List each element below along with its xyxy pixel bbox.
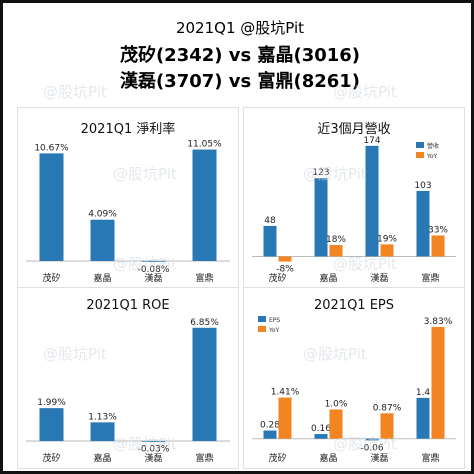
data-label: -0.03%: [138, 445, 170, 455]
chart-title: 2021Q1 ROE: [86, 298, 170, 313]
data-label: 18%: [326, 235, 346, 245]
legend-swatch: [416, 142, 424, 148]
data-label: 10.67%: [34, 143, 69, 153]
legend-label: EPS: [269, 317, 280, 324]
data-label: 0.16: [311, 424, 331, 434]
chart-title: 2021Q1 EPS: [313, 298, 395, 313]
bar: [90, 219, 115, 261]
data-label: -0.08%: [138, 265, 170, 275]
bar: [141, 260, 166, 262]
header-line-3: 漢磊(3707) vs 富鼎(8261): [119, 71, 361, 92]
bar: [314, 434, 328, 439]
bar: [365, 438, 379, 441]
category-label: 嘉晶: [319, 452, 337, 464]
data-label: 1.13%: [88, 412, 117, 422]
chart-revenue-3m: 近3個月營收 48 -8% 茂矽 123 18% 嘉晶 174 19% 漢磊 103 33% 富鼎 營收…: [243, 107, 465, 289]
category-label: 富鼎: [421, 452, 439, 464]
legend-label: YoY: [268, 327, 280, 334]
bar: [431, 235, 445, 257]
chart-title: 2021Q1 淨利率: [80, 122, 176, 137]
chart-title: 近3個月營收: [317, 122, 391, 137]
bar: [90, 422, 115, 442]
data-label: -0.06: [360, 443, 384, 453]
category-label: 茂矽: [268, 272, 286, 284]
bar: [263, 430, 277, 439]
data-label: 1.99%: [37, 398, 66, 408]
bar: [329, 245, 343, 257]
bar: [416, 397, 430, 439]
chart-revenue-3m-svg: 48 -8%茂矽 123 18% 嘉晶 174 19% 漢磊 103 33% 富鼎 營收 YoY: [252, 136, 456, 284]
bar: [278, 397, 292, 439]
bar: [141, 441, 166, 442]
chart-roe: 2021Q1 ROE 1.99% 茂矽 1.13% 嘉晶 -0.03% 漢磊 6.85% 富鼎: [17, 287, 239, 469]
category-label: 漢磊: [370, 272, 388, 284]
bar: [278, 256, 292, 262]
bar: [365, 145, 379, 257]
chart-roe-svg: 1.99% 茂矽 1.13% 嘉晶 -0.03%漢磊 6.85% 富鼎: [26, 318, 230, 464]
bar: [380, 413, 394, 439]
category-label: 漢磊: [144, 452, 162, 464]
legend-swatch: [416, 152, 424, 158]
data-label: 4.09%: [88, 210, 117, 220]
data-label: 1.4: [416, 388, 431, 398]
bar: [39, 153, 64, 261]
data-label: 3.83%: [424, 317, 453, 327]
legend-swatch: [258, 316, 266, 322]
data-label: 1.0%: [325, 400, 348, 410]
data-label: -8%: [276, 265, 294, 275]
category-label: 富鼎: [195, 452, 213, 464]
header-line-2: 茂矽(2342) vs 嘉晶(3016): [119, 45, 361, 66]
data-label: 6.85%: [190, 318, 219, 328]
bar: [39, 408, 64, 442]
category-label: 嘉晶: [93, 272, 111, 284]
category-label: 富鼎: [195, 272, 213, 284]
data-label: 33%: [428, 225, 448, 235]
data-label: 1.41%: [271, 388, 300, 398]
category-label: 嘉晶: [93, 452, 111, 464]
legend-label: YoY: [426, 153, 438, 160]
category-label: 漢磊: [370, 452, 388, 464]
legend-swatch: [258, 326, 266, 332]
bar: [314, 178, 328, 257]
data-label: 174: [363, 136, 380, 146]
data-label: 123: [312, 168, 329, 178]
chart-eps: 2021Q1 EPS 0.28 1.41% 茂矽 0.16 1.0% 嘉晶 -0.06 0.8…: [243, 287, 465, 469]
bar: [380, 244, 394, 257]
legend-label: 營收: [427, 142, 439, 150]
bar: [431, 326, 445, 439]
bar: [329, 409, 343, 439]
bar: [192, 149, 217, 261]
data-label: 103: [414, 181, 431, 191]
bar: [263, 225, 277, 257]
data-label: 11.05%: [187, 140, 222, 150]
bar: [192, 327, 217, 442]
chart-net-margin-svg: 10.67% 茂矽 4.09% 嘉晶 -0.08%漢磊 11.05% 富鼎: [26, 140, 230, 284]
chart-eps-svg: 0.28 1.41% 茂矽 0.16 1.0% 嘉晶 -0.06 0.87% 漢磊 1.4 3.83…: [252, 316, 456, 464]
category-label: 茂矽: [268, 452, 286, 464]
chart-net-margin: 2021Q1 淨利率 10.67% 茂矽 4.09% 嘉晶 -0.08% 漢磊 11.05%…: [17, 107, 239, 289]
category-label: 漢磊: [144, 272, 162, 284]
category-label: 茂矽: [42, 452, 60, 464]
header-line-1: 2021Q1 @股坑Pit: [175, 19, 305, 37]
bar: [416, 190, 430, 257]
data-label: 48: [264, 216, 276, 226]
category-label: 茂矽: [42, 272, 60, 284]
data-label: 19%: [377, 234, 397, 244]
data-label: 0.87%: [373, 403, 402, 413]
category-label: 富鼎: [421, 272, 439, 284]
category-label: 嘉晶: [319, 272, 337, 284]
data-label: 0.28: [260, 421, 280, 431]
